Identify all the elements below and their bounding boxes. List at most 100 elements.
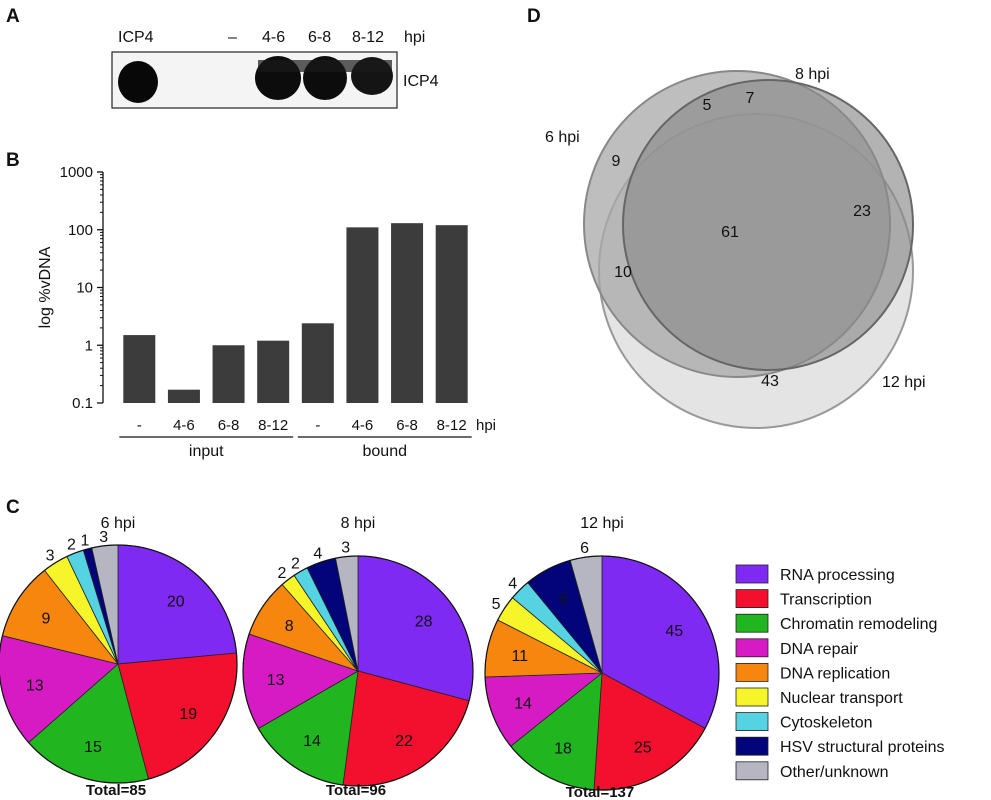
x-tick-label: 6-8 (396, 417, 418, 434)
venn-circle-8hpi (622, 79, 914, 371)
pie-value-label: 2 (67, 537, 76, 554)
venn-set-label: 12 hpi (882, 374, 926, 391)
pie-value-label: 5 (492, 596, 501, 613)
pie-value-label: 4 (313, 546, 322, 563)
pie-value-label: 22 (395, 733, 413, 750)
bar (212, 345, 245, 403)
legend-swatch (735, 638, 769, 658)
y-tick-label: 10 (76, 280, 93, 297)
bar (391, 223, 424, 403)
pie-value-label: 1 (81, 532, 90, 549)
pie-value-label: 14 (303, 733, 321, 750)
lane-label: ICP4 (118, 29, 154, 46)
western-lane-labels: ICP4 – 4-6 6-8 8-12 hpi (118, 29, 425, 46)
pie-value-label: 6 (580, 540, 589, 557)
pie-value-label: 20 (167, 594, 185, 611)
y-tick-label: 0.1 (72, 395, 93, 412)
pie-value-label: 3 (46, 547, 55, 564)
legend-swatch (735, 712, 769, 731)
bar (257, 340, 290, 403)
pie-value-label: 2 (291, 556, 300, 573)
lane-label: – (228, 29, 237, 46)
x-tick-label: - (137, 417, 142, 434)
x-tick-label: 6-8 (218, 417, 240, 434)
venn-labels: 6 hpi 8 hpi 12 hpi 9 7 5 23 10 61 43 (545, 66, 926, 391)
pie-title: 12 hpi (580, 515, 624, 532)
pie-value-label: 2 (277, 565, 286, 582)
legend-label: Chromatin remodeling (780, 616, 937, 633)
venn-region-count: 9 (612, 153, 621, 170)
venn-region-count: 7 (746, 90, 755, 107)
pie-value-label: 15 (84, 739, 102, 756)
pie-value-label: 45 (665, 623, 683, 640)
panel-label-d: D (527, 6, 541, 27)
panel-label-a: A (6, 6, 20, 27)
y-tick-label: 100 (68, 222, 93, 239)
pie-value-label: 8 (285, 618, 294, 635)
pie-total: Total=137 (566, 784, 635, 800)
group-label: input (189, 443, 224, 460)
x-tick-label: 4-6 (173, 417, 195, 434)
pie-value-label: 3 (341, 540, 350, 557)
legend-swatch (735, 736, 769, 756)
bar-chart: 0.1 1 10 100 1000 log %vDNA - 4-6 6-8 8-12 - 4-6 6-8… (37, 164, 496, 460)
legend-swatch (735, 589, 769, 608)
pie-value-label: 3 (99, 529, 108, 546)
pie-value-label: 25 (634, 740, 652, 757)
bar (123, 335, 156, 403)
legend-swatch (735, 761, 769, 781)
pie-value-label: 19 (179, 706, 197, 723)
pie-value-label: 18 (554, 741, 572, 758)
legend-label: DNA repair (780, 641, 859, 658)
x-unit-label: hpi (476, 417, 496, 434)
venn-region-count: 23 (853, 203, 871, 220)
legend-label: Cytoskeleton (780, 715, 873, 732)
x-tick-label: 8-12 (258, 417, 288, 434)
legend-label: Transcription (780, 592, 872, 609)
lane-label: 6-8 (308, 29, 331, 46)
venn-region-count: 5 (703, 97, 712, 114)
pie-title: 6 hpi (101, 515, 136, 532)
x-tick-label: 8-12 (437, 417, 467, 434)
bar (301, 323, 334, 403)
venn-region-count: 43 (761, 373, 779, 390)
bar (167, 389, 200, 403)
legend-swatch (735, 564, 769, 584)
pie-value-label: 9 (559, 591, 568, 608)
panel-label-b: B (6, 150, 20, 171)
pie-total: Total=96 (326, 782, 386, 799)
pie-title: 8 hpi (341, 515, 376, 532)
legend-label: DNA replication (780, 665, 890, 682)
legend-label: Other/unknown (780, 764, 889, 781)
venn-region-count: 61 (721, 224, 739, 241)
pie-value-label: 9 (42, 611, 51, 628)
legend-label: HSV structural proteins (780, 739, 945, 756)
x-tick-label: 4-6 (352, 417, 374, 434)
pie-total: Total=85 (86, 782, 146, 799)
bar (346, 227, 379, 403)
y-axis-label: log %vDNA (37, 246, 54, 328)
legend-swatch (735, 613, 769, 633)
lane-label: 4-6 (262, 29, 285, 46)
legend-label: Nuclear transport (780, 690, 903, 707)
group-label: bound (363, 443, 408, 460)
venn-set-label: 6 hpi (545, 129, 580, 146)
y-tick-label: 1000 (60, 164, 93, 181)
pie-value-label: 13 (26, 677, 44, 694)
pie-value-label: 14 (514, 695, 532, 712)
x-tick-label: - (315, 417, 320, 434)
y-tick-label: 1 (85, 337, 93, 354)
legend-swatch (735, 687, 769, 707)
bar (435, 225, 468, 403)
pie-value-label: 11 (511, 648, 528, 665)
pie-outline (484, 555, 720, 791)
lane-label: 8-12 (352, 29, 384, 46)
venn-set-label: 8 hpi (795, 66, 830, 83)
pie-value-label: 13 (267, 672, 285, 689)
venn-diagram (583, 70, 914, 429)
band-label: ICP4 (403, 73, 439, 90)
legend-swatch (735, 663, 769, 682)
panel-label-c: C (6, 497, 20, 518)
